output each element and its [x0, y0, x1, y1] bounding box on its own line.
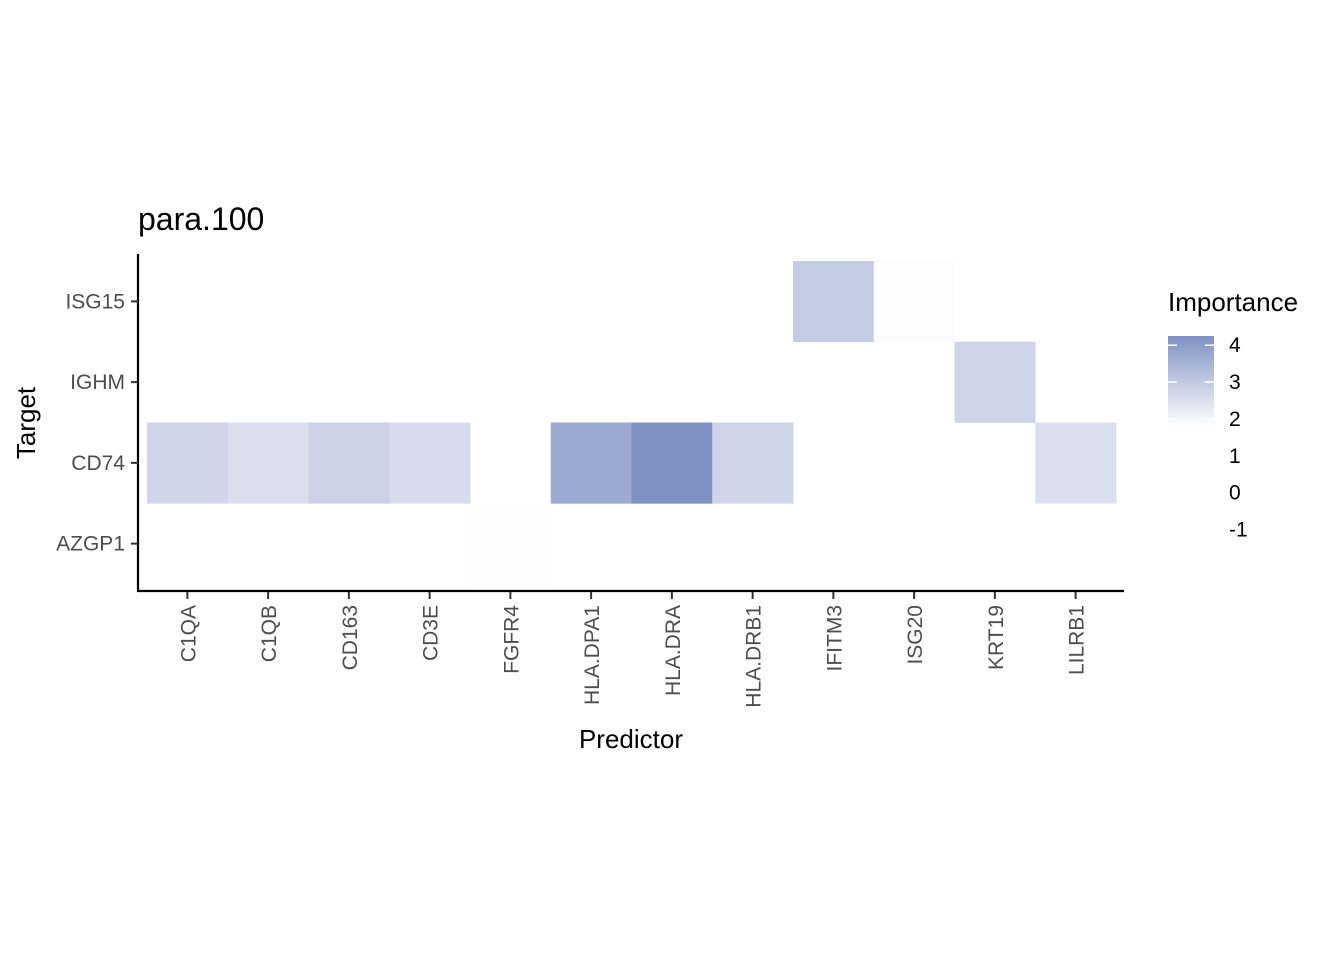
- legend-title: Importance: [1168, 287, 1298, 317]
- heatmap-cell-cd163-cd74: [308, 422, 390, 504]
- x-tick-label: IFITM3: [823, 605, 846, 672]
- y-ticks: AZGP1 CD74 IGHM ISG15: [56, 290, 138, 556]
- x-tick-label: FGFR4: [500, 605, 523, 674]
- x-tick-label: HLA.DRA: [662, 605, 685, 696]
- heatmap-cell-fgfr4-azgp1: [470, 503, 552, 585]
- heatmap-cell-hla-dra-cd74: [631, 422, 713, 504]
- heatmap-cell-lilrb1-cd74: [1035, 422, 1117, 504]
- legend-tick-label: 0: [1229, 482, 1241, 505]
- legend-ticks: 4 3 2 1 0 -1: [1168, 334, 1248, 542]
- legend: Importance 4 3 2 1 0 -1: [1168, 287, 1298, 542]
- x-tick-label: C1QA: [177, 605, 200, 662]
- x-tick-label: LILRB1: [1066, 605, 1089, 675]
- x-tick-label: C1QB: [258, 605, 281, 662]
- heatmap-cell-ifitm3-isg15: [793, 261, 875, 343]
- x-tick-label: HLA.DRB1: [743, 605, 766, 708]
- legend-tick-label: 4: [1229, 334, 1241, 357]
- legend-tick-label: 3: [1229, 371, 1241, 394]
- legend-tick-label: -1: [1229, 519, 1248, 542]
- x-tick-label: KRT19: [985, 605, 1008, 670]
- heatmap-cell-c1qa-cd74: [147, 422, 229, 504]
- x-tick-label: ISG20: [904, 605, 927, 665]
- axes: [136, 254, 1124, 593]
- legend-tick-label: 1: [1229, 445, 1241, 468]
- y-axis-title: Target: [11, 386, 41, 459]
- x-tick-label: CD163: [339, 605, 362, 670]
- heatmap-cell-c1qb-cd74: [227, 422, 309, 504]
- heatmap-cell-hla-dpa1-cd74: [550, 422, 632, 504]
- y-tick-label: AZGP1: [56, 533, 125, 556]
- x-ticks: C1QA C1QB CD163 CD3E FGFR4 HLA.DPA1 HLA.DRA HLA…: [177, 592, 1089, 708]
- heatmap-cell-cd3e-cd74: [389, 422, 471, 504]
- y-tick-label: ISG15: [65, 290, 125, 313]
- heatmap-cell-isg20-isg15: [873, 261, 955, 343]
- y-tick-label: CD74: [71, 452, 125, 475]
- x-tick-label: HLA.DPA1: [581, 605, 604, 705]
- legend-colorbar: [1168, 336, 1214, 427]
- heatmap-cell-hla-drb1-cd74: [712, 422, 794, 504]
- heatmap-cells: [147, 261, 1117, 585]
- x-tick-label: CD3E: [420, 605, 443, 661]
- x-axis-title: Predictor: [579, 724, 683, 754]
- chart-title: para.100: [138, 201, 264, 237]
- y-tick-label: IGHM: [70, 371, 125, 394]
- legend-tick-label: 2: [1229, 408, 1241, 431]
- heatmap-cell-krt19-ighm: [954, 341, 1036, 423]
